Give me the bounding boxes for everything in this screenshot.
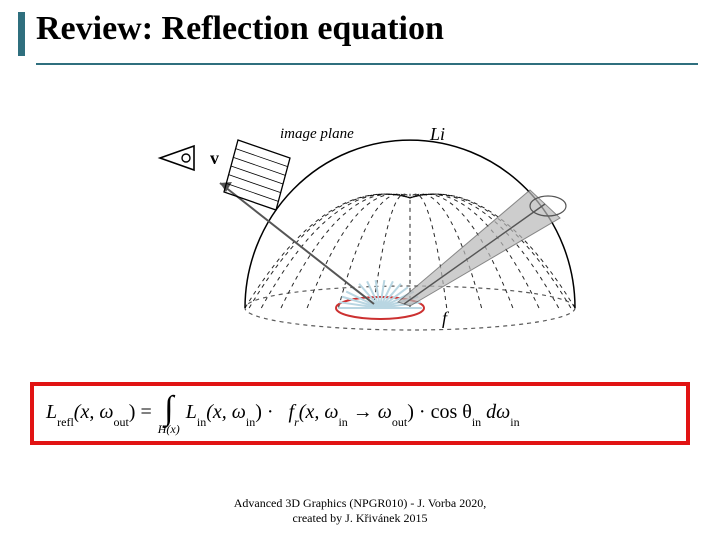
title-area: Review: Reflection equation (18, 10, 698, 47)
eq-in-sub2: in (246, 415, 255, 429)
eq-arrow: → ω (348, 401, 392, 423)
eq-in-sub3: in (338, 415, 347, 429)
eq-refl-sub: refl (57, 415, 74, 429)
label-brdf: f (442, 308, 447, 329)
eq-in-sub5: in (510, 415, 519, 429)
eq-eq: ) = (129, 401, 152, 423)
eq-integral: ∫ H(x) (158, 394, 180, 435)
eq-domega: dω (481, 401, 510, 423)
eq-out-sub: out (113, 415, 128, 429)
eq-Lin-args: (x, ω (206, 401, 246, 423)
integral-icon: ∫ (164, 394, 173, 425)
slide-footer: Advanced 3D Graphics (NPGR010) - J. Vorb… (0, 496, 720, 526)
label-image-plane: image plane (280, 126, 354, 143)
eq-L: L (46, 401, 57, 423)
slide: Review: Reflection equation v image plan… (0, 0, 720, 540)
title-underline (36, 63, 698, 65)
reflection-diagram: v image plane Li f (130, 118, 590, 338)
eq-dot2: ) · cos θ (407, 401, 472, 423)
eq-out-sub2: out (392, 415, 407, 429)
slide-title: Review: Reflection equation (36, 10, 698, 47)
reflection-equation: Lrefl(x, ωout) = ∫ H(x) Lin(x, ωin) · fr… (46, 394, 674, 435)
reflection-equation-box: Lrefl(x, ωout) = ∫ H(x) Lin(x, ωin) · fr… (30, 382, 690, 445)
eq-in-sub4: in (472, 415, 481, 429)
eq-int-domain: H(x) (158, 423, 180, 435)
eq-dot1: ) · (255, 401, 273, 423)
footer-line-2: created by J. Křivánek 2015 (0, 511, 720, 526)
label-incoming-radiance: Li (430, 124, 445, 145)
footer-line-1: Advanced 3D Graphics (NPGR010) - J. Vorb… (0, 496, 720, 511)
eq-in-sub1: in (197, 415, 206, 429)
title-accent-bar (18, 12, 25, 56)
eq-fr-sub: r (294, 415, 299, 429)
eq-Lin: L (186, 401, 197, 423)
label-view-vector: v (210, 148, 219, 169)
eq-fr-args: (x, ω (299, 401, 339, 423)
hemisphere-diagram-svg (130, 118, 590, 338)
eq-args1: (x, ω (74, 401, 114, 423)
